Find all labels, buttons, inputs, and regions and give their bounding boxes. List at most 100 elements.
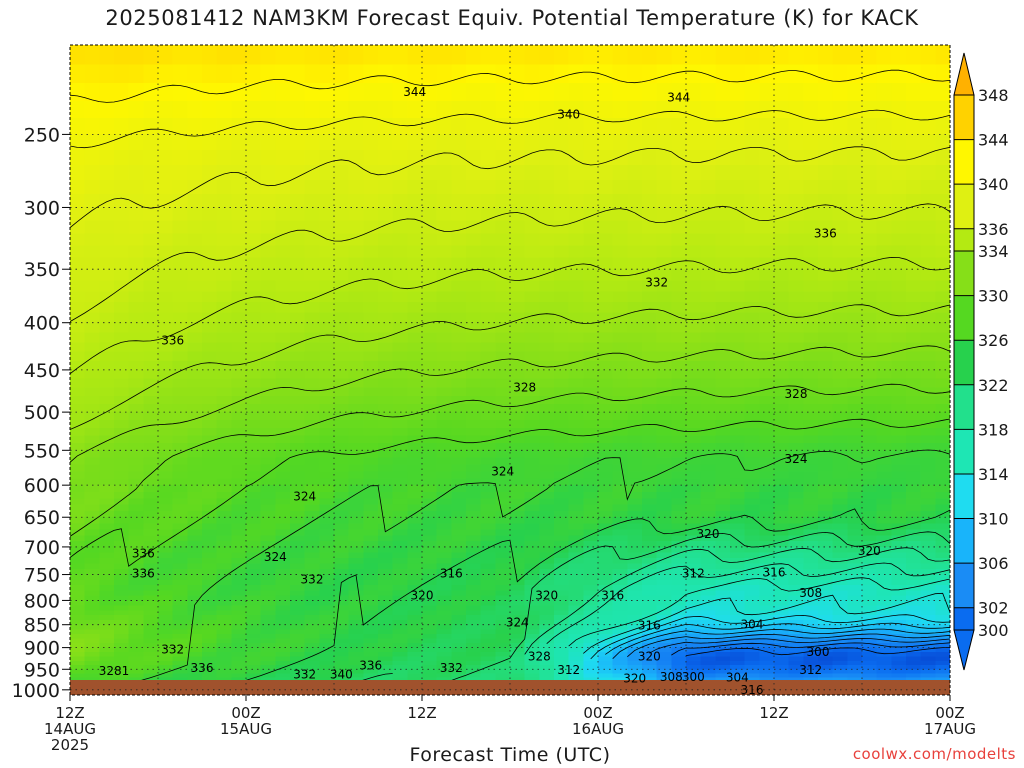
field-cell	[510, 569, 526, 576]
field-cell	[216, 569, 232, 576]
field-cell	[920, 83, 936, 102]
field-cell	[363, 669, 379, 675]
field-cell	[216, 395, 232, 405]
field-cell	[774, 351, 790, 362]
field-cell	[876, 45, 892, 66]
field-cell	[451, 517, 467, 524]
field-cell	[187, 395, 203, 405]
field-cell	[583, 464, 599, 473]
field-cell	[730, 342, 746, 353]
field-cell	[568, 647, 584, 653]
field-cell	[407, 233, 423, 247]
field-cell	[774, 395, 790, 405]
field-cell	[246, 563, 262, 570]
field-cell	[730, 387, 746, 397]
field-cell	[803, 83, 819, 102]
field-cell	[216, 450, 232, 459]
field-cell	[407, 624, 423, 630]
field-cell	[686, 450, 702, 459]
field-cell	[774, 619, 790, 626]
field-cell	[99, 669, 115, 675]
field-cell	[172, 369, 188, 380]
field-cell	[202, 435, 218, 444]
field-cell	[832, 165, 848, 181]
field-cell	[862, 312, 878, 324]
field-cell	[510, 590, 526, 596]
field-cell	[99, 420, 115, 429]
field-cell	[554, 450, 570, 459]
field-cell	[480, 669, 496, 675]
field-cell	[715, 332, 731, 343]
field-cell	[700, 585, 716, 591]
field-cell	[803, 312, 819, 324]
field-cell	[788, 585, 804, 591]
field-cell	[730, 585, 746, 591]
field-cell	[392, 647, 408, 653]
field-cell	[128, 491, 144, 499]
field-cell	[143, 517, 159, 524]
field-cell	[187, 634, 203, 640]
field-cell	[319, 220, 335, 234]
field-cell	[656, 435, 672, 444]
field-cell	[524, 427, 540, 437]
field-cell	[348, 387, 364, 397]
field-cell	[216, 660, 232, 666]
field-cell	[671, 342, 687, 353]
field-cell	[158, 600, 174, 606]
field-cell	[554, 378, 570, 388]
field-cell	[495, 457, 511, 466]
field-cell	[495, 478, 511, 486]
field-cell	[378, 420, 394, 429]
field-cell	[143, 245, 159, 259]
field-cell	[906, 629, 922, 635]
field-cell	[495, 134, 511, 151]
field-cell	[290, 669, 306, 675]
field-cell	[422, 600, 438, 606]
field-cell	[788, 257, 804, 270]
field-cell	[495, 342, 511, 353]
field-cell	[686, 647, 702, 653]
field-cell	[876, 471, 892, 480]
field-cell	[143, 220, 159, 234]
field-cell	[290, 574, 306, 581]
field-cell	[510, 595, 526, 602]
field-cell	[275, 615, 291, 621]
field-cell	[774, 541, 790, 548]
field-cell	[231, 387, 247, 397]
field-cell	[818, 464, 834, 473]
field-cell	[818, 491, 834, 499]
field-cell	[862, 600, 878, 606]
field-cell	[730, 647, 746, 653]
field-cell	[114, 291, 130, 303]
field-cell	[832, 498, 848, 506]
field-cell	[70, 595, 86, 602]
field-cell	[246, 233, 262, 247]
field-cell	[891, 342, 907, 353]
field-cell	[715, 351, 731, 362]
field-cell	[422, 569, 438, 576]
field-cell	[700, 312, 716, 324]
field-cell	[891, 511, 907, 518]
field-cell	[671, 378, 687, 388]
field-cell	[495, 179, 511, 195]
field-cell	[304, 491, 320, 499]
field-cell	[583, 302, 599, 314]
field-cell	[876, 615, 892, 621]
field-cell	[246, 64, 262, 84]
field-cell	[891, 574, 907, 581]
field-cell	[715, 624, 731, 630]
field-cell	[466, 150, 482, 166]
field-cell	[788, 312, 804, 324]
field-cell	[510, 412, 526, 421]
field-cell	[627, 360, 643, 371]
field-cell	[862, 517, 878, 524]
field-cell	[158, 498, 174, 506]
field-cell	[730, 471, 746, 480]
field-cell	[495, 504, 511, 512]
field-cell	[524, 207, 540, 222]
field-cell	[700, 619, 716, 626]
field-cell	[495, 332, 511, 343]
field-cell	[700, 677, 716, 683]
field-cell	[642, 615, 658, 621]
field-cell	[422, 523, 438, 530]
